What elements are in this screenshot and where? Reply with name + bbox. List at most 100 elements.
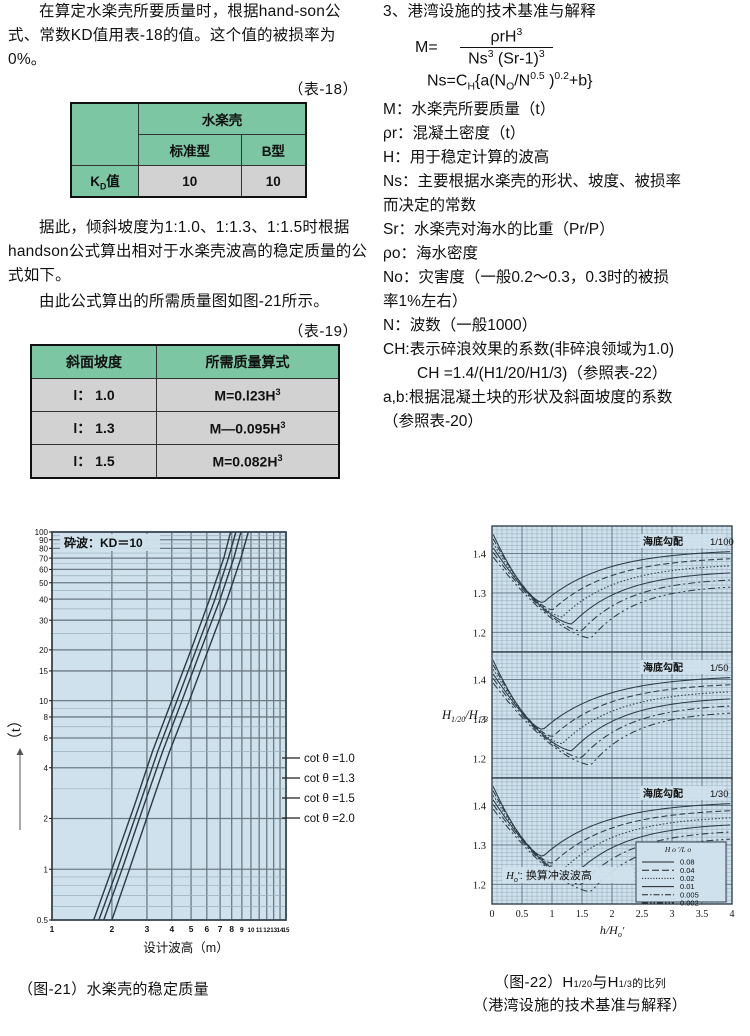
- svg-text:H1/20/H1/3: H1/20/H1/3: [441, 708, 488, 724]
- definition-item: H：用于稳定计算的波高: [383, 149, 550, 167]
- svg-text:4: 4: [169, 924, 174, 934]
- svg-text:8: 8: [44, 713, 49, 722]
- svg-text:1/100: 1/100: [710, 537, 734, 548]
- svg-text:1/50: 1/50: [710, 663, 729, 674]
- svg-text:1: 1: [550, 909, 555, 920]
- svg-text:1.5: 1.5: [576, 909, 589, 920]
- table19-slope-0: l： 1.0: [30, 378, 157, 412]
- svg-text:2: 2: [110, 924, 115, 934]
- numerator-exponent: 3: [516, 27, 523, 38]
- svg-text:H o '/L o: H o '/L o: [664, 845, 692, 854]
- svg-text:50: 50: [39, 579, 48, 588]
- fraction-numerator: ρrH3: [460, 27, 552, 47]
- svg-text:设计波高（m）: 设计波高（m）: [143, 940, 228, 955]
- formula-text: M=0.l23H: [214, 387, 276, 404]
- svg-text:40: 40: [39, 595, 48, 604]
- definition-item: ρr：混凝土密度（t）: [383, 125, 526, 143]
- table-row: l： 1.0 M=0.l23H3: [30, 378, 340, 412]
- svg-text:4: 4: [44, 764, 49, 773]
- figure-21: 0.5 1 2 4 6 8 10 15 20 30 40 50 60 70 80 90 100 1 2 3 4 5 6 7 8 9…: [6, 520, 366, 960]
- svg-text:0.02: 0.02: [680, 874, 695, 883]
- figure-22-caption: （图-22）H1/20与H1/3的比列 （港湾设施的技术基准与解释）: [430, 972, 730, 1017]
- ns-rest: {a(N: [474, 71, 507, 89]
- denominator-text: Ns: [468, 50, 488, 68]
- definition-item: 率1%左右）: [383, 293, 468, 311]
- svg-text:8: 8: [229, 924, 234, 934]
- svg-text:6: 6: [204, 924, 209, 934]
- table-row: 标准型 B型: [71, 134, 307, 166]
- svg-text:14: 14: [277, 927, 284, 934]
- formula-ns: Ns=CH{a(NO/N0.5 )0.2+b}: [383, 71, 743, 93]
- table18-value-0: 10: [138, 165, 242, 198]
- svg-text:cot θ =1.5: cot θ =1.5: [304, 793, 355, 805]
- svg-text:12: 12: [263, 927, 270, 934]
- table-row: l： 1.3 M—0.095H3: [30, 411, 340, 445]
- svg-text:3.5: 3.5: [696, 909, 709, 920]
- svg-text:cot θ =1.3: cot θ =1.3: [304, 773, 355, 785]
- definition-item: 而决定的常数: [383, 197, 477, 215]
- definition-item: Sr：水楽壳对海水的比重（Pr/P）: [383, 221, 615, 239]
- table-row: 斜面坡度 所需质量算式: [30, 344, 340, 379]
- svg-text:0.01: 0.01: [680, 882, 695, 891]
- figure-22-caption-line1: （图-22）H1/20与H1/3的比列: [493, 974, 667, 991]
- section-heading: 3、港湾设施的技术基准与解释: [383, 3, 596, 20]
- table18-row-label: KD值: [70, 165, 139, 198]
- svg-text:10: 10: [248, 927, 255, 934]
- svg-text:1: 1: [50, 924, 55, 934]
- svg-text:30: 30: [39, 616, 48, 625]
- svg-text:15: 15: [39, 667, 48, 676]
- formula-M-label: M=: [415, 39, 438, 57]
- svg-text:0.08: 0.08: [680, 858, 695, 867]
- table18-corner-cell: [70, 102, 139, 166]
- fraction: ρrH3 Ns3 (Sr-1)3: [460, 27, 553, 69]
- svg-text:2.5: 2.5: [636, 909, 649, 920]
- svg-text:20: 20: [39, 646, 48, 655]
- svg-text:1.4: 1.4: [473, 802, 487, 813]
- svg-text:0.04: 0.04: [680, 866, 695, 875]
- svg-text:0: 0: [490, 909, 495, 920]
- ns-rest2: /N: [514, 71, 531, 89]
- definition-item: M：水楽壳所要质量（t）: [383, 101, 556, 119]
- ns-text: Ns=C: [427, 71, 468, 89]
- definition-list: M：水楽壳所要质量（t） ρr：混凝土密度（t） H：用于稳定计算的波高 Ns：…: [383, 98, 743, 434]
- svg-text:h/Ho': h/Ho': [600, 923, 625, 939]
- svg-text:1.3: 1.3: [473, 841, 486, 852]
- figure-21-caption: （图-21）水楽壳的稳定质量: [18, 981, 209, 998]
- svg-text:2: 2: [44, 815, 49, 824]
- formula-text: M—0.095H: [209, 420, 281, 437]
- table18-caption: （表-18）: [288, 81, 358, 98]
- ns-sup2: 0.2: [554, 70, 569, 82]
- table19-header-0: 斜面坡度: [30, 344, 157, 379]
- definition-item: CH =1.4/(H1/20/H1/3)（参照表-22）: [417, 365, 668, 383]
- paragraph-1: 在算定水楽壳所要质量时，根据hand-son公式、常数KD值用表-18的值。这个…: [8, 3, 341, 68]
- table19-slope-1: l： 1.3: [30, 411, 157, 445]
- svg-text:15: 15: [283, 927, 290, 934]
- ns-rest4: +b}: [568, 71, 593, 89]
- fig22-svg: 1.4 1.3 1.2 海底勾配 1/100 1.4 1.3 1.2 海底勾配 1/50 1.4 1.…: [441, 525, 735, 939]
- formula-exponent: 3: [275, 386, 281, 397]
- table-row: KD值 10 10: [70, 165, 307, 198]
- figure-22-caption-line2: （港湾设施的技术基准与解释）: [472, 997, 688, 1014]
- paragraph-3: 由此公式算出的所需质量图如图-21所示。: [39, 293, 329, 310]
- svg-text:0.5: 0.5: [516, 909, 529, 920]
- definition-item: （参照表-20）: [383, 413, 483, 431]
- svg-text:1.2: 1.2: [473, 628, 486, 639]
- definition-item: a,b:根据混凝土块的形状及斜面坡度的系数: [383, 389, 673, 407]
- svg-text:0.5: 0.5: [37, 916, 49, 925]
- svg-text:90: 90: [39, 536, 48, 545]
- table-row: 水楽壳: [70, 102, 307, 166]
- table19-formula-1: M—0.095H3: [156, 411, 340, 445]
- svg-text:100: 100: [35, 528, 49, 537]
- definition-item: ρo：海水密度: [383, 245, 478, 263]
- table19-caption: （表-19）: [288, 323, 358, 340]
- svg-text:13: 13: [270, 927, 277, 934]
- definition-item: CH:表示碎浪效果的系数(非碎浪领域为1.0): [383, 341, 675, 359]
- ns-rest3: ): [544, 71, 555, 89]
- table-18: 水楽壳 标准型 B型 KD值 10 10: [70, 102, 307, 198]
- paragraph-2: 据此，倾斜坡度为1:1.0、1:1.3、1:1.5时根据handson公式算出相…: [8, 219, 368, 284]
- table18-col-header-0: 标准型: [138, 134, 242, 166]
- denominator-exp1: 3: [487, 49, 494, 61]
- left-column: 在算定水楽壳所要质量时，根据hand-son公式、常数KD值用表-18的值。这个…: [8, 0, 368, 479]
- svg-text:0.002: 0.002: [680, 899, 699, 908]
